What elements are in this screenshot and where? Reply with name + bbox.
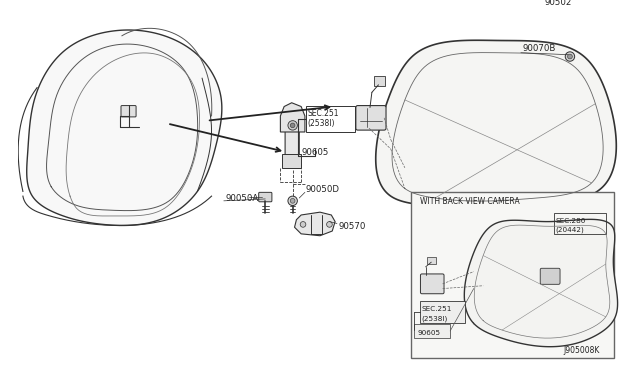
Circle shape bbox=[565, 52, 575, 61]
Bar bbox=[554, 213, 606, 234]
Text: (2538I): (2538I) bbox=[308, 119, 335, 128]
Polygon shape bbox=[282, 154, 301, 168]
Polygon shape bbox=[464, 219, 618, 347]
Circle shape bbox=[291, 123, 295, 128]
Bar bbox=[420, 301, 465, 323]
FancyBboxPatch shape bbox=[374, 76, 385, 86]
Circle shape bbox=[568, 54, 572, 59]
Text: 90050D: 90050D bbox=[306, 185, 340, 194]
Circle shape bbox=[300, 222, 306, 227]
Text: (2538I): (2538I) bbox=[422, 315, 448, 322]
FancyBboxPatch shape bbox=[356, 106, 386, 130]
Text: 90605: 90605 bbox=[301, 148, 328, 157]
Text: J905008K: J905008K bbox=[563, 346, 600, 355]
Bar bbox=[306, 106, 355, 132]
Text: WITH BACK VIEW CAMERA: WITH BACK VIEW CAMERA bbox=[420, 197, 520, 206]
Circle shape bbox=[288, 121, 298, 130]
Text: 90570: 90570 bbox=[339, 222, 366, 231]
Text: 90050A: 90050A bbox=[226, 193, 259, 202]
Text: 90605: 90605 bbox=[417, 330, 440, 336]
Polygon shape bbox=[280, 103, 305, 132]
FancyBboxPatch shape bbox=[121, 106, 136, 117]
FancyBboxPatch shape bbox=[259, 192, 272, 202]
Text: SEC.251: SEC.251 bbox=[308, 109, 339, 118]
FancyBboxPatch shape bbox=[427, 257, 436, 263]
Circle shape bbox=[291, 199, 295, 203]
Polygon shape bbox=[376, 40, 616, 208]
FancyBboxPatch shape bbox=[410, 192, 614, 358]
Text: SEC.251: SEC.251 bbox=[422, 306, 452, 312]
Polygon shape bbox=[285, 114, 300, 168]
FancyBboxPatch shape bbox=[420, 274, 444, 294]
Text: 90070B: 90070B bbox=[523, 44, 556, 52]
Polygon shape bbox=[294, 212, 335, 236]
Bar bbox=[414, 324, 450, 338]
Text: 90502: 90502 bbox=[545, 0, 572, 7]
Circle shape bbox=[326, 222, 332, 227]
Text: SEC.280: SEC.280 bbox=[556, 218, 586, 224]
FancyBboxPatch shape bbox=[540, 268, 560, 284]
Polygon shape bbox=[27, 30, 222, 225]
Circle shape bbox=[288, 196, 298, 206]
Text: (20442): (20442) bbox=[556, 227, 584, 233]
